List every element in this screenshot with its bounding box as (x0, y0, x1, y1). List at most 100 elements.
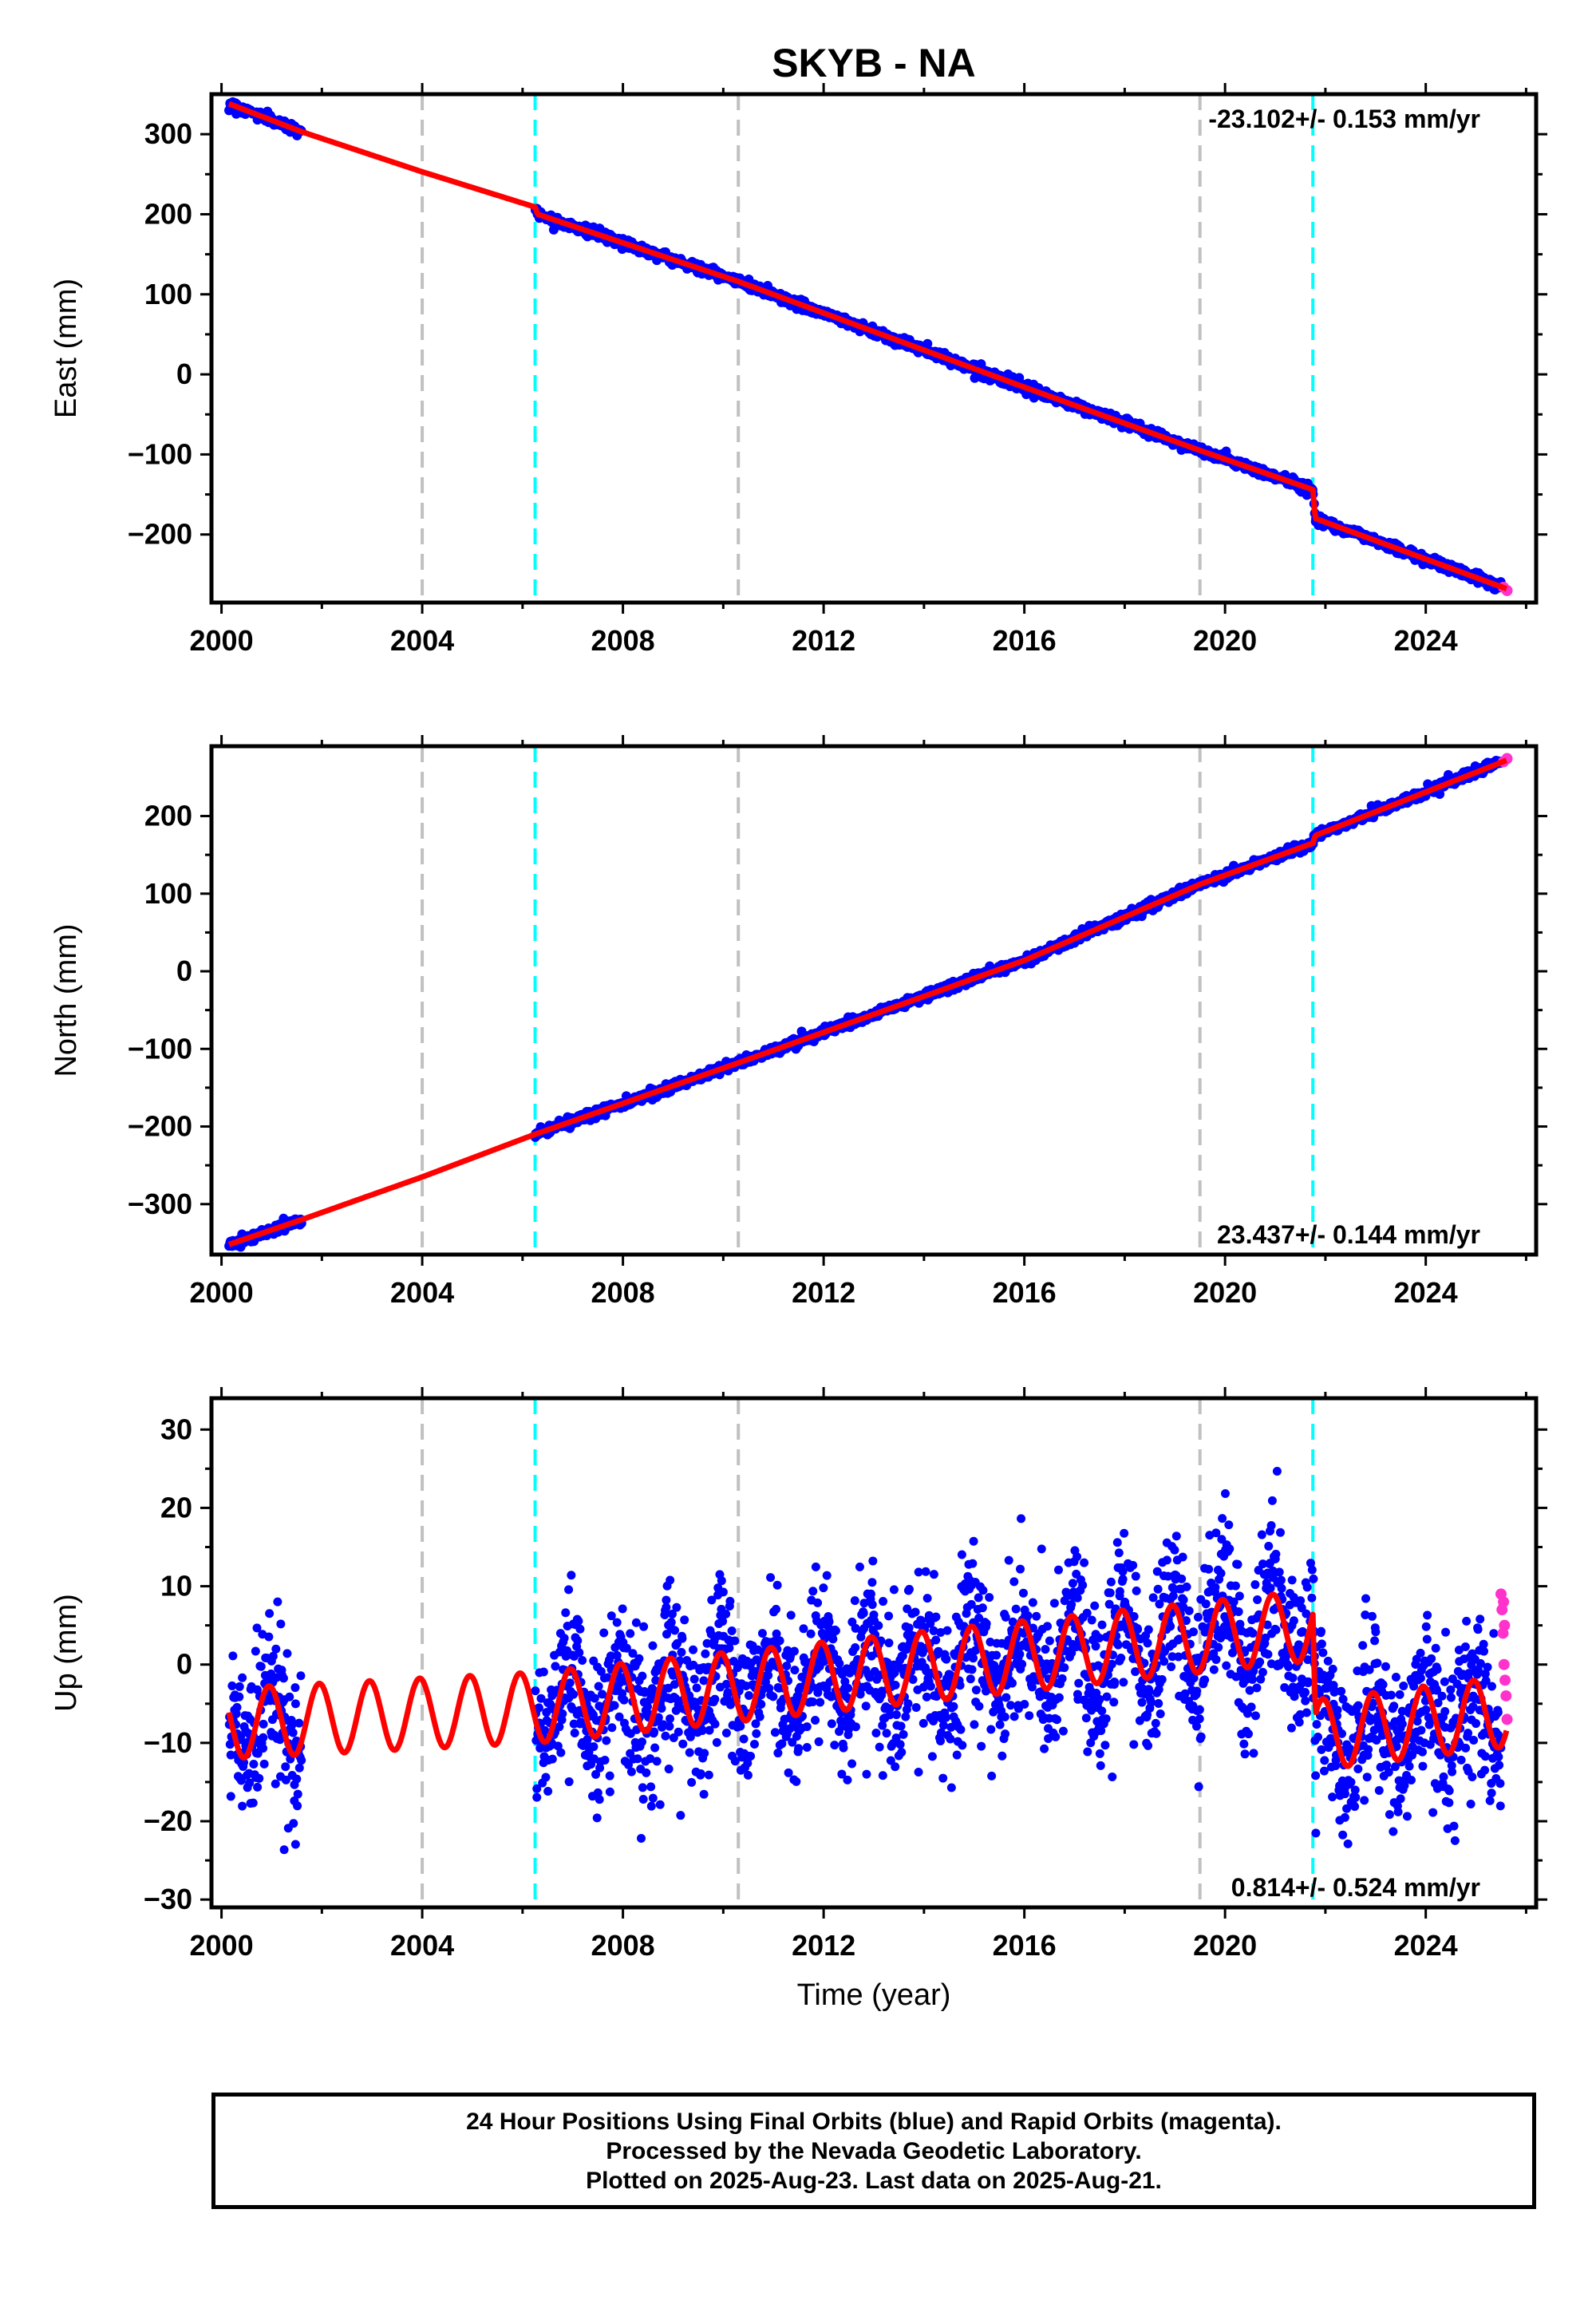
final-orbit-point (1220, 1488, 1230, 1498)
final-orbit-point (543, 1786, 553, 1796)
final-orbit-point (891, 1710, 901, 1720)
final-orbit-point (1101, 1714, 1111, 1724)
final-orbit-point (1114, 1548, 1124, 1558)
x-tick-label: 2016 (993, 1276, 1057, 1309)
final-orbit-point (1248, 1628, 1258, 1638)
final-orbit-point (638, 1671, 647, 1681)
final-orbit-point (862, 1769, 871, 1779)
final-orbit-point (1178, 1552, 1187, 1562)
final-orbit-point (1040, 1744, 1049, 1753)
final-orbit-point (574, 1616, 583, 1626)
final-orbit-point (789, 1646, 799, 1656)
final-orbit-point (564, 1777, 574, 1787)
x-tick-label: 2012 (792, 1276, 855, 1309)
final-orbit-point (813, 1598, 823, 1607)
final-orbit-point (871, 1728, 881, 1737)
final-orbit-point (1233, 1559, 1242, 1569)
final-orbit-point (790, 1666, 800, 1675)
final-orbit-point (772, 1604, 781, 1614)
final-orbit-point (226, 1792, 235, 1801)
final-orbit-point (968, 1559, 978, 1568)
final-orbit-point (259, 1719, 268, 1729)
final-orbit-point (1090, 1601, 1100, 1611)
final-orbit-point (725, 1596, 735, 1606)
final-orbit-point (850, 1596, 859, 1606)
final-orbit-point (921, 1567, 930, 1576)
final-orbit-point (631, 1618, 641, 1627)
final-orbit-point (259, 1744, 268, 1753)
final-orbit-point (1179, 1595, 1188, 1605)
final-orbit-point (1015, 1650, 1025, 1659)
final-orbit-point (1240, 1749, 1250, 1759)
x-tick-label: 2020 (1193, 624, 1257, 657)
x-tick-label: 2016 (993, 624, 1057, 657)
final-orbit-point (946, 1783, 956, 1792)
final-orbit-point (739, 1734, 749, 1744)
final-orbit-point (666, 1714, 675, 1724)
final-orbit-point (998, 1751, 1007, 1761)
final-orbit-point (987, 1771, 997, 1780)
final-orbit-point (539, 1667, 548, 1677)
final-orbit-point (1009, 1712, 1019, 1721)
final-orbit-point (1152, 1729, 1161, 1738)
x-tick-label: 2012 (792, 624, 855, 657)
final-orbit-point (727, 1626, 737, 1636)
final-orbit-point (1143, 1638, 1152, 1648)
final-orbit-point (936, 1736, 946, 1745)
final-orbit-point (786, 1611, 796, 1620)
final-orbit-point (1083, 1747, 1092, 1757)
y-tick-label: 200 (144, 197, 192, 230)
final-orbit-point (891, 1762, 900, 1772)
final-orbit-point (661, 1731, 670, 1741)
y-tick-label: −200 (128, 1110, 192, 1143)
final-orbit-point (282, 1649, 292, 1658)
final-orbit-point (648, 1793, 658, 1803)
final-orbit-point (642, 1768, 651, 1777)
final-orbit-point (1258, 1667, 1267, 1677)
final-orbit-point (775, 1636, 784, 1646)
final-orbit-point (911, 1703, 921, 1713)
final-orbit-point (273, 1597, 282, 1607)
final-orbit-point (922, 338, 933, 349)
final-orbit-point (1054, 1693, 1064, 1702)
final-orbit-point (922, 1594, 932, 1603)
final-orbit-point (1023, 1611, 1033, 1620)
final-orbit-point (861, 1701, 871, 1711)
final-orbit-point (784, 1768, 793, 1777)
final-orbit-point (271, 1779, 280, 1788)
rate-label: -23.102+/- 0.153 mm/yr (1208, 105, 1480, 133)
final-orbit-point (895, 1740, 905, 1749)
final-orbit-point (288, 1728, 298, 1737)
final-orbit-point (1001, 1612, 1010, 1622)
final-orbit-point (670, 1626, 680, 1635)
final-orbit-point (967, 1665, 977, 1674)
final-orbit-point (770, 1728, 780, 1737)
final-orbit-point (931, 1612, 941, 1622)
final-orbit-point (264, 1632, 274, 1642)
final-orbit-point (648, 1641, 658, 1650)
final-orbit-point (547, 1754, 557, 1764)
final-orbit-point (232, 1702, 242, 1712)
final-orbit-point (1074, 1678, 1084, 1688)
final-orbit-point (1081, 1713, 1091, 1723)
final-orbit-point (1011, 1604, 1021, 1614)
final-orbit-point (757, 1700, 766, 1709)
final-orbit-point (662, 1595, 671, 1605)
final-orbit-point (569, 1690, 579, 1699)
final-orbit-point (685, 1748, 694, 1757)
final-orbit-point (573, 1636, 583, 1646)
final-orbit-point (1196, 1732, 1206, 1741)
final-orbit-point (772, 1580, 782, 1590)
final-orbit-point (605, 1787, 614, 1796)
final-orbit-point (1200, 1675, 1210, 1685)
final-orbit-point (721, 1728, 731, 1737)
final-orbit-point (639, 1622, 649, 1631)
final-orbit-point (1043, 1622, 1053, 1631)
final-orbit-point (1068, 1579, 1077, 1588)
final-orbit-point (1131, 1571, 1140, 1581)
final-orbit-point (692, 1683, 701, 1693)
final-orbit-point (637, 1833, 646, 1843)
final-orbit-point (952, 1750, 962, 1760)
final-orbit-point (687, 1777, 697, 1787)
x-tick-label: 2024 (1394, 624, 1458, 657)
